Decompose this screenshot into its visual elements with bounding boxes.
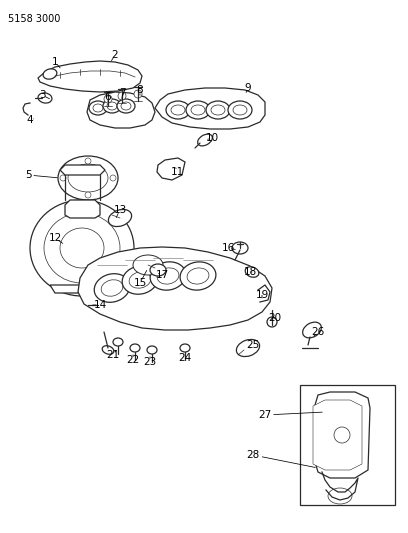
Ellipse shape — [58, 156, 118, 200]
Text: 2: 2 — [112, 50, 118, 60]
Ellipse shape — [206, 101, 230, 119]
Polygon shape — [315, 392, 370, 478]
Text: 1: 1 — [52, 57, 58, 67]
Text: 27: 27 — [258, 410, 272, 420]
Polygon shape — [155, 88, 265, 129]
Ellipse shape — [228, 101, 252, 119]
Polygon shape — [157, 158, 185, 180]
Ellipse shape — [85, 158, 91, 164]
Ellipse shape — [150, 262, 186, 290]
Ellipse shape — [147, 346, 157, 354]
Ellipse shape — [94, 274, 130, 302]
Ellipse shape — [186, 101, 210, 119]
Text: 11: 11 — [171, 167, 184, 177]
Ellipse shape — [233, 105, 247, 115]
Ellipse shape — [102, 346, 114, 354]
Ellipse shape — [38, 93, 52, 103]
Ellipse shape — [267, 317, 277, 327]
Polygon shape — [50, 285, 115, 293]
Ellipse shape — [68, 164, 108, 192]
Text: 12: 12 — [49, 233, 62, 243]
Polygon shape — [38, 61, 142, 92]
Ellipse shape — [187, 268, 209, 284]
Ellipse shape — [101, 280, 123, 296]
Text: 26: 26 — [311, 327, 325, 337]
Polygon shape — [65, 200, 100, 218]
Ellipse shape — [60, 228, 104, 268]
Ellipse shape — [109, 209, 132, 227]
Ellipse shape — [134, 90, 142, 98]
Ellipse shape — [129, 272, 151, 288]
Text: 9: 9 — [245, 83, 251, 93]
Ellipse shape — [122, 266, 158, 294]
Ellipse shape — [334, 427, 350, 443]
Ellipse shape — [60, 175, 66, 181]
Ellipse shape — [104, 95, 112, 103]
Ellipse shape — [121, 102, 131, 110]
Polygon shape — [87, 92, 155, 128]
Ellipse shape — [133, 255, 163, 275]
Text: 20: 20 — [268, 313, 282, 323]
Ellipse shape — [103, 99, 121, 113]
Ellipse shape — [118, 92, 126, 100]
Text: 24: 24 — [178, 353, 192, 363]
Text: 15: 15 — [133, 278, 146, 288]
Polygon shape — [60, 165, 105, 175]
Text: 21: 21 — [106, 350, 120, 360]
Text: 10: 10 — [206, 133, 219, 143]
Text: 5158 3000: 5158 3000 — [8, 14, 60, 24]
Text: 8: 8 — [137, 85, 143, 95]
Ellipse shape — [30, 200, 134, 296]
Ellipse shape — [197, 134, 213, 146]
Text: 5: 5 — [25, 170, 31, 180]
Text: 28: 28 — [246, 450, 259, 460]
Ellipse shape — [93, 104, 103, 112]
Ellipse shape — [107, 102, 117, 110]
Ellipse shape — [85, 192, 91, 198]
Ellipse shape — [113, 338, 123, 346]
Bar — [300, 385, 395, 505]
Text: 3: 3 — [39, 90, 45, 100]
Text: 13: 13 — [113, 205, 126, 215]
Ellipse shape — [150, 264, 166, 276]
Ellipse shape — [166, 101, 190, 119]
Ellipse shape — [43, 69, 57, 79]
Ellipse shape — [110, 175, 116, 181]
Ellipse shape — [236, 340, 259, 357]
Polygon shape — [313, 400, 362, 470]
Ellipse shape — [180, 262, 216, 290]
Polygon shape — [78, 247, 272, 330]
Text: 16: 16 — [222, 243, 235, 253]
Ellipse shape — [328, 488, 352, 504]
Text: 17: 17 — [155, 270, 169, 280]
Text: 14: 14 — [93, 300, 106, 310]
Text: 6: 6 — [105, 92, 111, 102]
Ellipse shape — [171, 105, 185, 115]
Ellipse shape — [157, 268, 179, 284]
Ellipse shape — [232, 242, 248, 254]
Ellipse shape — [180, 344, 190, 352]
Text: 7: 7 — [119, 88, 125, 98]
Ellipse shape — [245, 266, 259, 277]
Ellipse shape — [89, 101, 107, 115]
Text: 19: 19 — [255, 290, 268, 300]
Ellipse shape — [191, 105, 205, 115]
Text: 23: 23 — [143, 357, 157, 367]
Ellipse shape — [211, 105, 225, 115]
Text: 25: 25 — [246, 340, 259, 350]
Ellipse shape — [130, 344, 140, 352]
Ellipse shape — [44, 213, 120, 283]
Ellipse shape — [303, 322, 322, 338]
Text: 22: 22 — [126, 355, 140, 365]
Text: 4: 4 — [27, 115, 33, 125]
Ellipse shape — [117, 99, 135, 113]
Text: 18: 18 — [244, 267, 257, 277]
